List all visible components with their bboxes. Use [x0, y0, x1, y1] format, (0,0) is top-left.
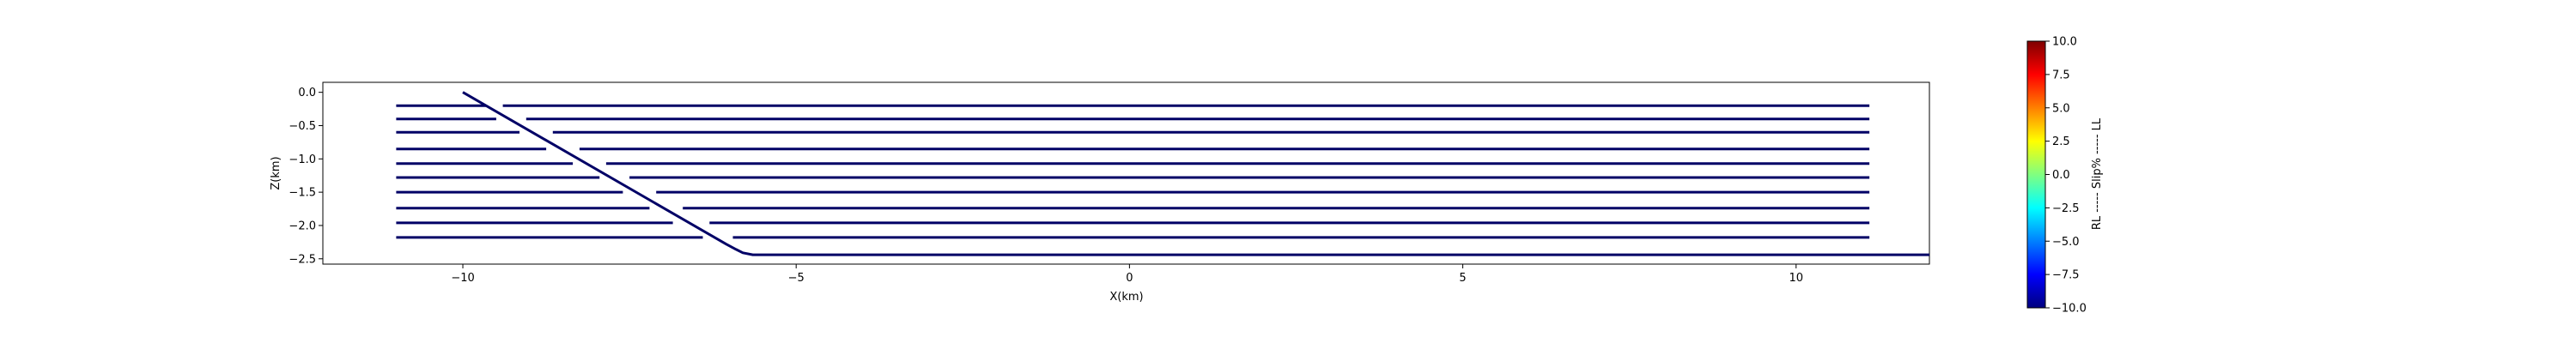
x-axis-label: X(km)	[1109, 291, 1143, 304]
y-tick-label: −1.5	[289, 187, 316, 200]
colorbar-tick-label: 0.0	[2052, 169, 2070, 182]
plot-content	[396, 91, 1929, 256]
x-tick-label: 0	[1126, 272, 1133, 285]
y-tick-label: 0.0	[298, 87, 316, 99]
y-tick-label: −1.0	[289, 153, 316, 166]
colorbar	[2026, 40, 2046, 309]
x-tick-label: −10	[451, 272, 474, 285]
y-tick-label: −2.0	[289, 220, 316, 232]
colorbar-tick-label: −2.5	[2052, 202, 2080, 215]
colorbar-tick-label: 5.0	[2052, 102, 2070, 115]
colorbar-tick-label: 2.5	[2052, 135, 2070, 148]
colorbar-tick-label: −7.5	[2052, 269, 2080, 282]
colorbar-tick-label: 7.5	[2052, 69, 2070, 81]
main-fault-line	[462, 91, 1929, 256]
x-tick-label: 5	[1459, 272, 1466, 285]
colorbar-tick-label: 10.0	[2052, 36, 2077, 49]
colorbar-label: RL ----- Slip% ----- LL	[2091, 117, 2104, 230]
y-axis: 0.0 −0.5 −1.0 −1.5 −2.0 −2.5	[289, 87, 323, 266]
colorbar-axis: 10.0 7.5 5.0 2.5 0.0 −2.5 −5.0 −7.5 −10.0	[2045, 36, 2087, 316]
y-tick-label: −0.5	[289, 120, 316, 133]
y-tick-label: −2.5	[289, 253, 316, 266]
x-tick-label: −5	[788, 272, 805, 285]
plot-frame	[322, 81, 1930, 265]
y-axis-label: Z(km)	[270, 156, 283, 190]
colorbar-tick-label: −10.0	[2052, 303, 2087, 316]
colorbar-tick-label: −5.0	[2052, 236, 2080, 249]
x-tick-label: 10	[1789, 272, 1803, 285]
x-axis: −10 −5 0 5 10	[451, 264, 1803, 285]
